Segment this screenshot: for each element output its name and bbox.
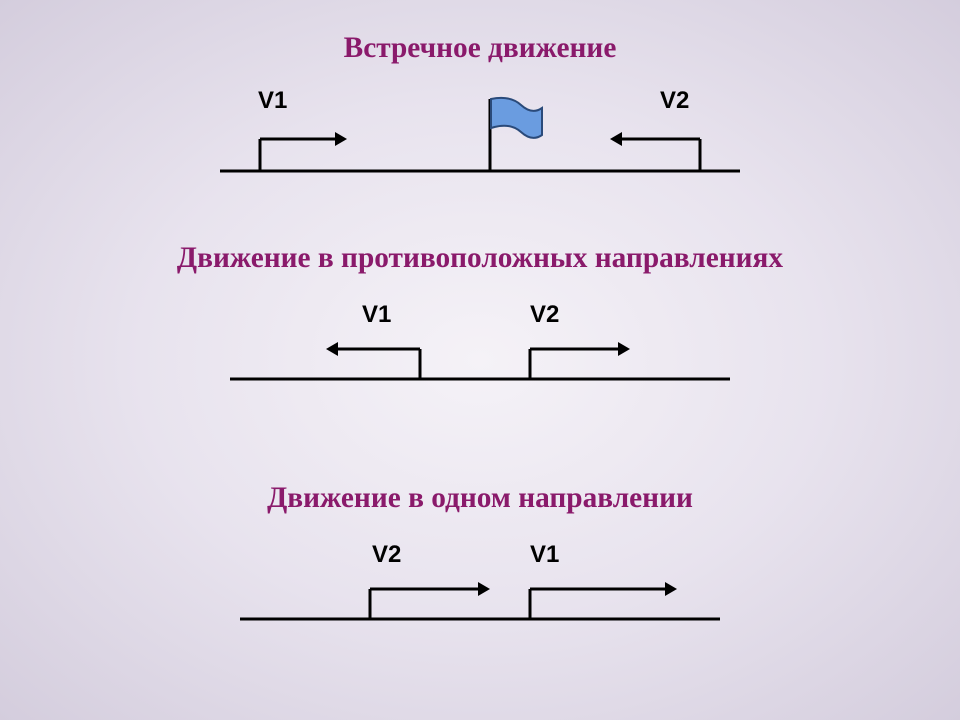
- label-v1-same: V1: [530, 541, 559, 569]
- title-oncoming: Встречное движение: [0, 30, 960, 67]
- diagram-opposite: V1 V2: [220, 291, 740, 401]
- diagram-svg-same: [220, 531, 740, 641]
- section-same: Движение в одном направлении V2 V1: [0, 480, 960, 641]
- title-opposite: Движение в противоположных направлениях: [0, 240, 960, 277]
- section-opposite: Движение в противоположных направлениях …: [0, 240, 960, 401]
- diagram-same: V2 V1: [220, 531, 740, 641]
- label-v2-same: V2: [372, 541, 401, 569]
- diagram-svg-opposite: [220, 291, 740, 401]
- diagram-oncoming: V1 V2: [220, 81, 740, 196]
- label-v2-oncoming: V2: [660, 87, 689, 115]
- label-v1-oncoming: V1: [258, 87, 287, 115]
- label-v1-opposite: V1: [362, 301, 391, 329]
- title-same: Движение в одном направлении: [0, 480, 960, 517]
- section-oncoming: Встречное движение V1 V2: [0, 30, 960, 196]
- label-v2-opposite: V2: [530, 301, 559, 329]
